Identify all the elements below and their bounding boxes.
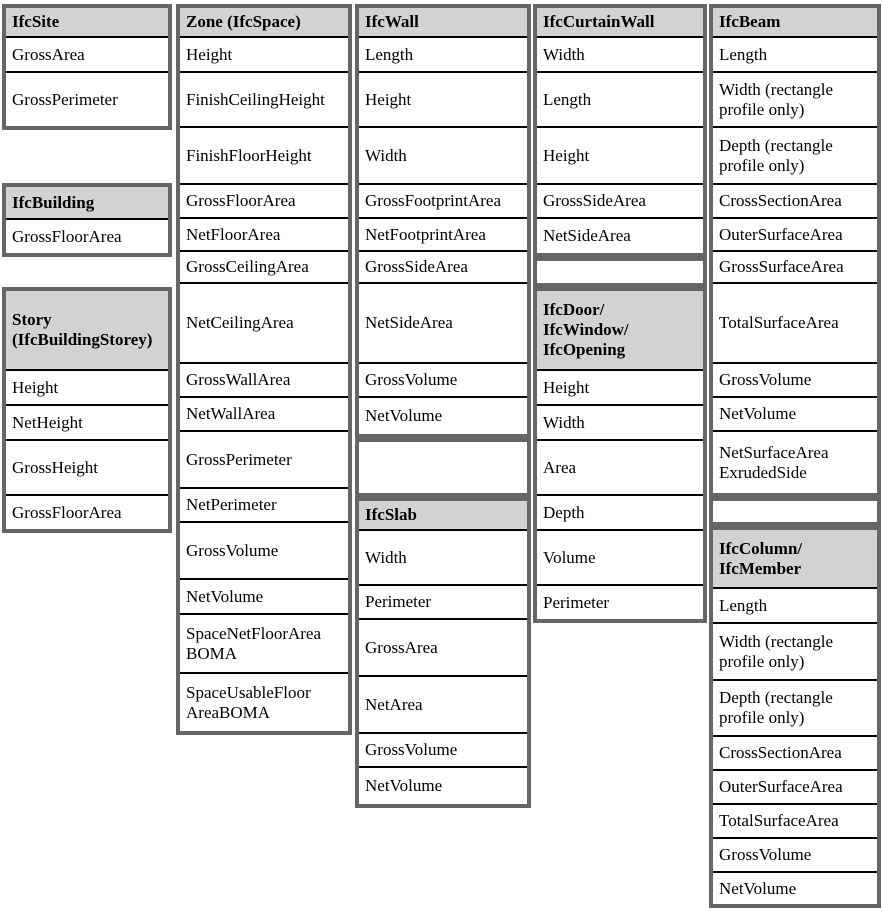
table-header: IfcSlab <box>359 501 527 529</box>
quantity-row: NetWallArea <box>180 396 348 430</box>
ifcwall-table: IfcWall Length Height Width GrossFootprintAr… <box>355 4 531 438</box>
ifcbeam-table: IfcBeam Length Width (rectangle profile on… <box>709 4 881 497</box>
quantity-row: NetSideArea <box>537 217 703 253</box>
quantity-row: NetSideArea <box>359 282 527 362</box>
quantity-row: NetHeight <box>6 404 168 439</box>
quantity-row: CrossSectionArea <box>713 735 877 769</box>
quantity-row: GrossVolume <box>180 521 348 578</box>
ifcbuilding-table: IfcBuilding GrossFloorArea <box>2 183 172 257</box>
quantity-row: CrossSectionArea <box>713 183 877 217</box>
quantity-row: GrossSideArea <box>537 183 703 217</box>
ifccurtainwall-table: IfcCurtainWall Width Length Height GrossSide… <box>533 4 707 257</box>
quantity-row: OuterSurfaceArea <box>713 769 877 803</box>
quantity-row: Perimeter <box>359 584 527 618</box>
table-header: IfcCurtainWall <box>537 8 703 36</box>
table-header: IfcWall <box>359 8 527 36</box>
quantity-row: GrossSurfaceArea <box>713 250 877 282</box>
column-zone-space: Zone (IfcSpace) Height FinishCeilingHeight… <box>176 4 352 735</box>
quantity-row: Width <box>537 36 703 71</box>
quantity-row: Width <box>537 404 703 439</box>
quantity-row: Height <box>6 369 168 404</box>
quantity-row: GrossArea <box>6 36 168 71</box>
table-header: Story (IfcBuildingStorey) <box>6 291 168 369</box>
quantity-row: Width <box>359 126 527 183</box>
quantity-row: NetVolume <box>180 578 348 613</box>
empty-cell <box>355 438 531 497</box>
empty-cell <box>709 497 881 526</box>
quantity-row: NetFloorArea <box>180 217 348 250</box>
column-site-building-storey: IfcSite GrossArea GrossPerimeter IfcBuildin… <box>2 4 172 533</box>
quantity-row: GrossWallArea <box>180 362 348 396</box>
quantity-row: Height <box>537 126 703 183</box>
quantity-row: GrossPerimeter <box>180 430 348 487</box>
quantity-row: NetVolume <box>359 766 527 804</box>
table-gap <box>2 257 172 287</box>
quantity-row: NetFootprintArea <box>359 217 527 250</box>
quantity-row: GrossVolume <box>359 732 527 766</box>
quantity-row: Height <box>537 369 703 404</box>
quantity-row: Depth (rectangle profile only) <box>713 679 877 735</box>
quantity-row: SpaceNetFloorArea BOMA <box>180 613 348 672</box>
column-beam-column: IfcBeam Length Width (rectangle profile on… <box>709 4 881 908</box>
quantity-row: Width (rectangle profile only) <box>713 71 877 126</box>
quantity-row: GrossVolume <box>713 837 877 871</box>
empty-cell <box>533 257 707 287</box>
quantity-row: GrossVolume <box>713 362 877 396</box>
quantity-row: Height <box>180 36 348 71</box>
quantity-row: NetVolume <box>713 871 877 904</box>
quantity-row: GrossFloorArea <box>6 218 168 253</box>
quantity-row: Width <box>359 529 527 584</box>
quantity-row: Depth (rectangle profile only) <box>713 126 877 183</box>
table-header: IfcBeam <box>713 8 877 36</box>
quantity-row: OuterSurfaceArea <box>713 217 877 250</box>
table-header: IfcSite <box>6 8 168 36</box>
quantity-row: NetCeilingArea <box>180 282 348 362</box>
quantity-row: GrossPerimeter <box>6 71 168 126</box>
column-wall-slab: IfcWall Length Height Width GrossFootprintAr… <box>355 4 531 808</box>
ifcsite-table: IfcSite GrossArea GrossPerimeter <box>2 4 172 130</box>
quantity-row: NetVolume <box>359 396 527 434</box>
table-header: IfcColumn/ IfcMember <box>713 530 877 587</box>
quantity-row: Perimeter <box>537 584 703 619</box>
quantity-row: TotalSurfaceArea <box>713 282 877 362</box>
quantity-row: Area <box>537 439 703 494</box>
ifcslab-table: IfcSlab Width Perimeter GrossArea NetArea Gro… <box>355 497 531 808</box>
quantity-row: GrossHeight <box>6 439 168 494</box>
quantity-row: GrossArea <box>359 618 527 675</box>
quantity-row: GrossSideArea <box>359 250 527 282</box>
quantity-row: FinishCeilingHeight <box>180 71 348 126</box>
quantity-row: Length <box>713 36 877 71</box>
quantity-row: Length <box>713 587 877 622</box>
quantity-row: Height <box>359 71 527 126</box>
zone-space-table: Zone (IfcSpace) Height FinishCeilingHeight… <box>176 4 352 735</box>
quantity-row: Volume <box>537 529 703 584</box>
quantity-row: TotalSurfaceArea <box>713 803 877 837</box>
quantity-row: GrossFloorArea <box>180 183 348 217</box>
quantity-row: GrossCeilingArea <box>180 250 348 282</box>
quantity-row: GrossFloorArea <box>6 494 168 529</box>
quantity-row: Depth <box>537 494 703 529</box>
quantity-row: Length <box>537 71 703 126</box>
table-header: IfcDoor/ IfcWindow/ IfcOpening <box>537 291 703 369</box>
quantity-row: Width (rectangle profile only) <box>713 622 877 679</box>
quantity-row: NetArea <box>359 675 527 732</box>
quantity-row: NetPerimeter <box>180 487 348 521</box>
column-curtainwall-door: IfcCurtainWall Width Length Height GrossSide… <box>533 4 707 623</box>
ifccolumn-member-table: IfcColumn/ IfcMember Length Width (rectang… <box>709 526 881 908</box>
quantity-row: GrossVolume <box>359 362 527 396</box>
ifcdoor-window-opening-table: IfcDoor/ IfcWindow/ IfcOpening Height Widt… <box>533 287 707 623</box>
table-header: IfcBuilding <box>6 187 168 218</box>
table-gap <box>2 130 172 183</box>
story-table: Story (IfcBuildingStorey) Height NetHeight… <box>2 287 172 533</box>
quantity-row: GrossFootprintArea <box>359 183 527 217</box>
table-header: Zone (IfcSpace) <box>180 8 348 36</box>
quantity-row: NetSurfaceArea ExrudedSide <box>713 430 877 493</box>
quantity-row: FinishFloorHeight <box>180 126 348 183</box>
quantity-row: SpaceUsableFloor AreaBOMA <box>180 672 348 731</box>
quantity-row: Length <box>359 36 527 71</box>
quantity-row: NetVolume <box>713 396 877 430</box>
